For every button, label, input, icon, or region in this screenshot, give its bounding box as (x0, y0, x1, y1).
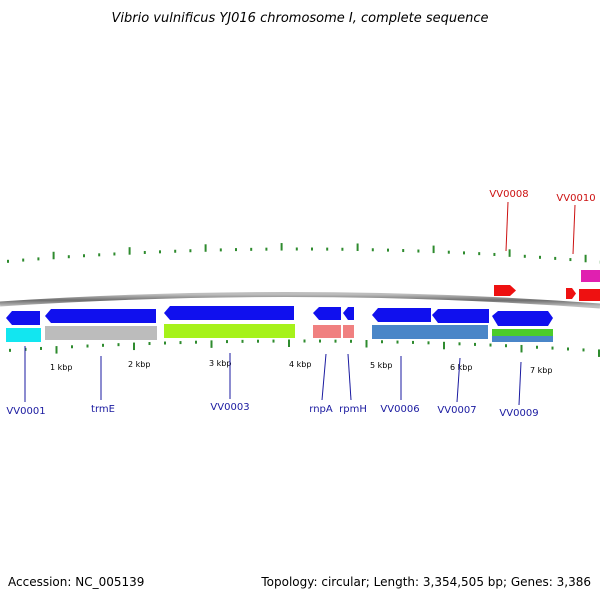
band-trme (45, 326, 157, 340)
scale-labels: 1 kbp 2 kbp 3 kbp 4 kbp 5 kbp 6 kbp 7 kb… (50, 359, 552, 375)
cds-arrow-trme (45, 309, 156, 323)
cds-arrow-vv0006 (372, 308, 431, 322)
accession-text: Accession: NC_005139 (8, 575, 144, 589)
cog-bands (6, 324, 553, 342)
map-title: Vibrio vulnificus YJ016 chromosome I, co… (111, 11, 488, 26)
gene-leaders-blue (24, 346, 522, 406)
summary-text: Topology: circular; Length: 3,354,505 bp… (260, 575, 591, 589)
gene-label-trme: trmE (91, 404, 115, 415)
sequence-backbone (0, 291, 600, 309)
gene-label-vv0006: VV0006 (380, 404, 419, 415)
cds-arrow-vv0001 (6, 311, 40, 325)
upper-ticks (7, 243, 600, 264)
gene-labels-blue: VV0001 trmE VV0003 rnpA rpmH VV0006 VV00… (6, 402, 538, 419)
feature-magenta (581, 270, 600, 282)
band-rpmh (343, 325, 354, 338)
gene-label-vv0010: VV0010 (556, 193, 595, 204)
band-vv0001 (6, 328, 41, 342)
cds-arrow-vv0009 (492, 311, 553, 326)
cds-arrow-vv0007 (432, 309, 489, 323)
tick-label: 6 kbp (450, 363, 472, 372)
gene-label-vv0008: VV0008 (489, 189, 528, 200)
gene-label-vv0003: VV0003 (210, 402, 249, 413)
gene-leaders-red (505, 201, 576, 255)
tick-label: 3 kbp (209, 359, 231, 368)
tick-label: 7 kbp (530, 366, 552, 375)
feature-vv0010 (579, 289, 600, 301)
tick-label: 4 kbp (289, 360, 311, 369)
band-vv0009-blue (492, 336, 553, 342)
gene-label-vv0001: VV0001 (6, 406, 45, 417)
gene-label-vv0009: VV0009 (499, 408, 538, 419)
band-vv0003 (164, 324, 295, 338)
gene-label-rnpa: rnpA (309, 404, 333, 415)
gene-label-vv0007: VV0007 (437, 405, 476, 416)
cds-arrow-rpmh (343, 307, 354, 320)
gene-labels-red: VV0008 VV0010 (489, 189, 595, 204)
gene-label-rpmh: rpmH (339, 404, 367, 415)
cds-arrow-vv0003 (164, 306, 294, 320)
band-rnpa (313, 325, 341, 338)
band-vv0006 (372, 325, 488, 339)
band-vv0009-green (492, 329, 553, 336)
tick-label: 1 kbp (50, 363, 72, 372)
tick-label: 5 kbp (370, 361, 392, 370)
feature-vv0010-small (566, 288, 576, 299)
tick-label: 2 kbp (128, 360, 150, 369)
cds-arrow-rnpa (313, 307, 341, 320)
feature-vv0008 (494, 285, 516, 296)
red-features (494, 270, 600, 301)
cds-arrows (6, 306, 553, 326)
lower-ticks (9, 339, 600, 357)
